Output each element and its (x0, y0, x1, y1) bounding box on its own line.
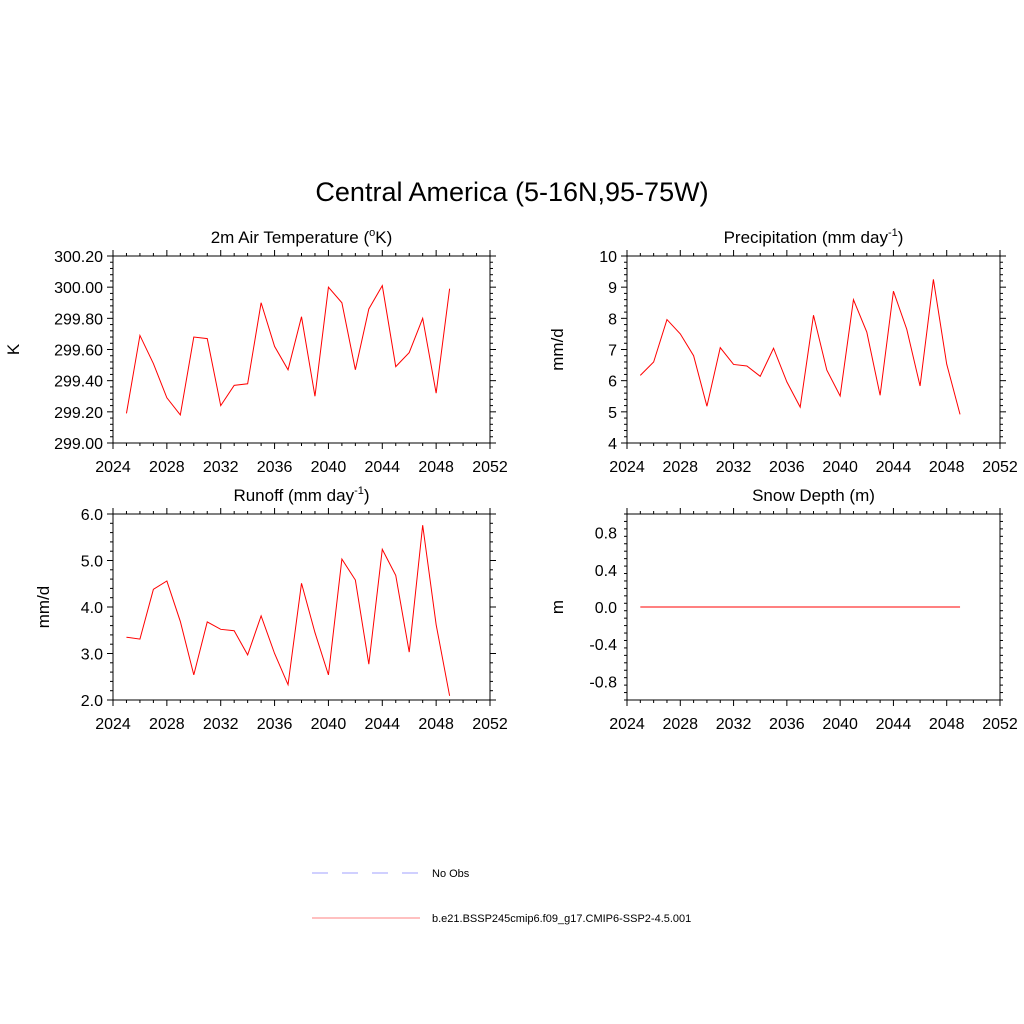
x-tick-label: 2048 (929, 716, 965, 733)
x-tick-label: 2032 (716, 716, 752, 733)
plot-frame (112, 255, 491, 444)
x-tick-label: 2040 (311, 716, 347, 733)
y-axis-label: mm/d (34, 586, 53, 629)
x-tick-label: 2036 (257, 459, 293, 476)
panel-title: 2m Air Temperature (oK) (211, 227, 393, 247)
x-tick-label: 2040 (822, 459, 858, 476)
y-tick-label: 300.00 (54, 280, 103, 297)
legend: No Obs b.e21.BSSP245cmip6.f09_g17.CMIP6-S… (312, 868, 691, 925)
panel-title: Snow Depth (m) (752, 486, 875, 505)
x-tick-label: 2032 (203, 459, 239, 476)
x-tick-label: 2052 (472, 459, 508, 476)
chart-panel-3: Runoff (mm day-1) mm/d 2024 2028 2032 2036 204… (34, 485, 508, 733)
y-tick-label: 5.0 (81, 554, 103, 571)
figure-title: Central America (5-16N,95-75W) (315, 177, 708, 207)
y-tick-label: 299.00 (54, 436, 103, 453)
y-tick-label: 10 (599, 249, 617, 266)
y-axis-label: mm/d (548, 328, 567, 371)
panel-title-superscript: o (369, 227, 375, 239)
x-tick-label: 2048 (929, 459, 965, 476)
chart-panel-2: Precipitation (mm day-1) mm/d 2024 2028 2032… (548, 227, 1018, 476)
series-line (126, 525, 451, 696)
x-tick-label: 2052 (982, 459, 1018, 476)
y-tick-label: 299.80 (54, 311, 103, 328)
x-tick-label: 2048 (418, 716, 454, 733)
y-tick-label: -0.8 (589, 674, 617, 691)
panel-title-superscript: -1 (888, 227, 898, 239)
y-tick-label: 4 (608, 436, 617, 453)
legend-label: b.e21.BSSP245cmip6.f09_g17.CMIP6-SSP2-4.… (432, 913, 691, 925)
panel-title-suffix: ) (364, 486, 370, 505)
y-tick-label: 0.0 (595, 600, 617, 617)
panel-title-text: 2m Air Temperature ( (211, 228, 370, 247)
series-line (639, 279, 961, 415)
chart-panel-1: 2m Air Temperature (oK) K 2024 2028 2032 2036… (4, 227, 508, 476)
x-tick-label: 2028 (149, 716, 185, 733)
y-tick-label: 0.8 (595, 526, 617, 543)
panel-title-text: Runoff (mm day (233, 486, 354, 505)
y-tick-label: 2.0 (81, 693, 103, 710)
x-tick-label: 2028 (662, 716, 698, 733)
x-tick-label: 2044 (364, 716, 400, 733)
y-tick-label: 299.20 (54, 405, 103, 422)
y-axis-label: m (548, 600, 567, 614)
panel-title: Precipitation (mm day-1) (724, 227, 904, 247)
y-tick-label: 9 (608, 280, 617, 297)
y-tick-label: 6.0 (81, 507, 103, 524)
x-tick-label: 2036 (769, 716, 805, 733)
x-tick-label: 2052 (982, 716, 1018, 733)
legend-label: No Obs (432, 868, 470, 880)
x-tick-label: 2024 (95, 716, 131, 733)
x-tick-label: 2028 (662, 459, 698, 476)
x-tick-label: 2024 (95, 459, 131, 476)
x-tick-label: 2036 (769, 459, 805, 476)
y-tick-label: 4.0 (81, 600, 103, 617)
x-tick-label: 2040 (822, 716, 858, 733)
y-axis-label: K (4, 343, 23, 355)
chart-panel-4: Snow Depth (m) m 2024 2028 2032 2036 2040 2044 2… (548, 486, 1018, 733)
x-tick-label: 2040 (311, 459, 347, 476)
panel-title-text: Precipitation (mm day (724, 228, 889, 247)
x-tick-label: 2032 (203, 716, 239, 733)
y-tick-label: -0.4 (589, 637, 617, 654)
x-tick-label: 2052 (472, 716, 508, 733)
panels: 2m Air Temperature (oK) K 2024 2028 2032 2036… (4, 227, 1018, 733)
panel-title: Runoff (mm day-1) (233, 485, 369, 505)
x-tick-label: 2024 (609, 459, 645, 476)
x-tick-label: 2048 (418, 459, 454, 476)
x-tick-label: 2032 (716, 459, 752, 476)
panel-title-suffix: K) (375, 228, 392, 247)
panel-title-text: Snow Depth (m) (752, 486, 875, 505)
y-tick-label: 0.4 (595, 563, 617, 580)
y-tick-label: 5 (608, 405, 617, 422)
x-tick-label: 2036 (257, 716, 293, 733)
y-tick-label: 299.40 (54, 374, 103, 391)
panel-title-superscript: -1 (354, 485, 364, 497)
x-tick-label: 2028 (149, 459, 185, 476)
y-tick-label: 8 (608, 311, 617, 328)
x-tick-label: 2044 (876, 459, 912, 476)
panel-title-suffix: ) (898, 228, 904, 247)
series-line (125, 284, 451, 417)
y-tick-label: 300.20 (54, 249, 103, 266)
y-tick-label: 3.0 (81, 647, 103, 664)
x-tick-label: 2024 (609, 716, 645, 733)
x-tick-label: 2044 (364, 459, 400, 476)
x-tick-label: 2044 (876, 716, 912, 733)
y-tick-label: 299.60 (54, 343, 103, 360)
y-tick-label: 7 (608, 343, 617, 360)
y-tick-label: 6 (608, 374, 617, 391)
